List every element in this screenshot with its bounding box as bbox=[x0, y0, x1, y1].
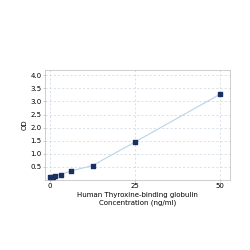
Y-axis label: OD: OD bbox=[22, 120, 28, 130]
X-axis label: Human Thyroxine-binding globulin
Concentration (ng/ml): Human Thyroxine-binding globulin Concent… bbox=[77, 192, 198, 206]
Point bbox=[48, 176, 52, 180]
Point bbox=[218, 92, 222, 96]
Point bbox=[69, 169, 73, 173]
Point bbox=[54, 174, 58, 178]
Point bbox=[59, 172, 63, 176]
Point bbox=[133, 140, 137, 144]
Point bbox=[90, 164, 94, 168]
Point bbox=[51, 174, 55, 178]
